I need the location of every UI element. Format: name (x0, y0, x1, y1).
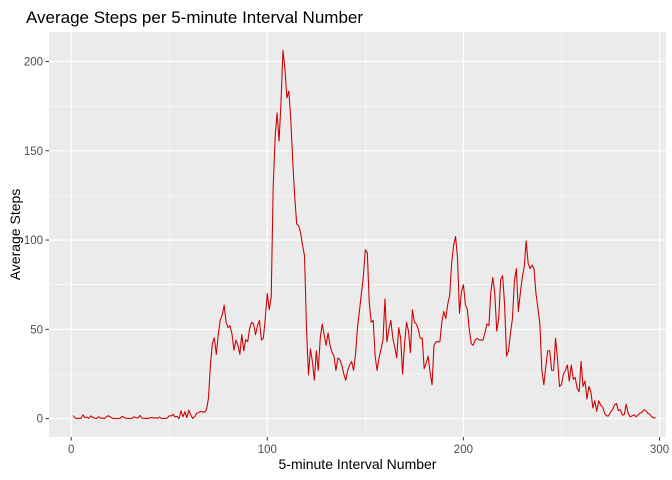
y-tick-label: 0 (37, 414, 43, 426)
x-tick-label: 200 (454, 444, 473, 456)
y-tick-label: 200 (24, 56, 43, 68)
y-tick-label: 100 (24, 235, 43, 247)
x-axis-title: 5-minute Interval Number (279, 456, 437, 472)
x-tick-label: 300 (650, 444, 669, 456)
plot-panel (49, 32, 666, 437)
y-tick-label: 50 (30, 324, 43, 336)
chart-title: Average Steps per 5-minute Interval Numb… (26, 8, 363, 27)
x-tick-label: 0 (68, 444, 74, 456)
minor-gridlines (49, 32, 666, 437)
y-tick-label: 150 (24, 146, 43, 158)
y-axis-title: Average Steps (7, 189, 23, 281)
x-tick-label: 100 (258, 444, 277, 456)
axis-ticks (45, 60, 661, 441)
tick-labels: 0 100 200 300 0 50 100 150 200 (24, 56, 669, 456)
series-line (72, 49, 656, 420)
